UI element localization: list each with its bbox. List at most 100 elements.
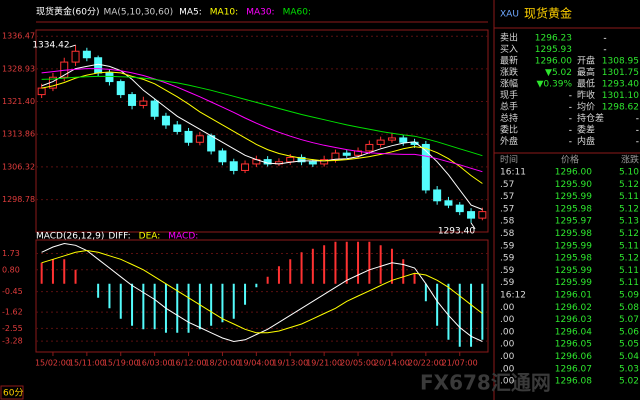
quote-cell: 最高: [577, 66, 595, 78]
trade-cell: 5.12: [619, 254, 639, 264]
candle-body: [297, 156, 306, 163]
trade-cell: .58: [500, 217, 515, 227]
quote-cell: -: [636, 137, 639, 147]
quote-cell: 持仓差: [577, 112, 604, 124]
quote-cell: 涨幅: [500, 78, 518, 90]
quote-cell: -: [569, 137, 572, 147]
legend-entry: MA30:: [246, 8, 274, 18]
candle-body: [467, 211, 476, 219]
trade-cell: .59: [500, 241, 515, 251]
trade-cell: .00: [500, 352, 515, 362]
line: [41, 68, 483, 173]
trade-cell: 1295.98: [555, 204, 592, 214]
trade-cell: 5.11: [619, 278, 639, 288]
trade-cell: 5.07: [619, 315, 639, 325]
quote-name: 现货黄金: [524, 6, 572, 21]
quote-cell: 买入: [500, 44, 518, 55]
trade-cell: 5.11: [619, 192, 639, 202]
trade-cell: 1295.90: [555, 180, 592, 190]
line: [41, 249, 483, 334]
quote-cell: 1293.40: [602, 80, 639, 90]
trades-header: 时间: [500, 154, 518, 166]
trade-cell: 1296.06: [555, 352, 592, 362]
trade-cell: 1296.08: [555, 377, 592, 387]
candle-body: [37, 87, 46, 96]
candle-body: [173, 124, 182, 132]
trade-cell: .00: [500, 327, 515, 337]
period-label: 60分: [3, 388, 23, 399]
legend-entry: MACD:: [168, 232, 198, 242]
trade-cell: 5.13: [619, 217, 639, 227]
quote-cell: 均价: [577, 101, 595, 113]
x-tick-label: 15/11:00: [69, 359, 105, 368]
x-tick-label: 19/21:00: [306, 359, 342, 368]
trade-cell: 5.12: [619, 229, 639, 239]
quote-cell: -: [603, 34, 606, 44]
candle-body: [342, 152, 351, 156]
candle-body: [184, 130, 193, 143]
chart-title: MACD(26,12,9): [36, 232, 104, 242]
macd-frame: [35, 239, 489, 353]
trade-cell: 1296.04: [555, 327, 592, 337]
candle-body: [105, 72, 114, 83]
x-tick-label: 21/07:00: [442, 359, 478, 368]
quote-cell: 开盘: [577, 55, 595, 67]
legend-entry: MA10:: [210, 8, 238, 18]
watermark: FX678汇通网: [420, 371, 551, 395]
candle-body: [421, 143, 430, 191]
candle-body: [94, 57, 103, 74]
quote-cell: -: [569, 103, 572, 113]
quote-cell: 最新: [500, 55, 518, 67]
trade-cell: .58: [500, 229, 515, 239]
chart-subtitle: MA(5,10,30,60): [103, 8, 173, 18]
candle-body: [320, 159, 329, 165]
candle-body: [478, 211, 487, 219]
quote-symbol: XAU: [500, 10, 519, 20]
candle-body: [433, 189, 442, 202]
trade-cell: 16:11: [500, 168, 526, 178]
chart-title: 现货黄金(60分): [36, 6, 99, 18]
max-label: 1334.42: [32, 41, 69, 51]
trade-cell: 16:12: [500, 291, 526, 301]
x-tick-label: 20/05:00: [340, 359, 376, 368]
x-tick-label: 18/20:00: [204, 359, 240, 368]
min-label: 1293.40: [438, 226, 475, 236]
trade-cell: 5.09: [619, 291, 639, 301]
trade-cell: 5.02: [619, 377, 639, 387]
trades-header: 涨跌: [621, 155, 639, 166]
line: [41, 71, 483, 184]
quote-cell: ▼5.02: [545, 68, 572, 78]
trade-cell: .57: [500, 204, 514, 214]
quote-cell: 1301.75: [602, 68, 639, 78]
candle-body: [139, 100, 148, 106]
y-tick-label: -3.28: [2, 337, 23, 346]
candle-body: [286, 156, 295, 163]
trade-cell: 5.06: [619, 327, 639, 337]
quote-cell: 内盘: [577, 135, 595, 147]
quote-cell: 总手: [500, 101, 518, 113]
x-tick-label: 15/02:00: [35, 359, 71, 368]
quote-cell: -: [636, 114, 639, 124]
candle-body: [365, 143, 374, 152]
trade-cell: 5.03: [619, 364, 639, 374]
x-tick-label: 16/03:00: [137, 359, 173, 368]
legend-entry: DEA:: [139, 232, 161, 242]
y-tick-label: 1321.40: [2, 97, 35, 106]
candle-body: [399, 137, 408, 143]
x-tick-label: 16/12:00: [171, 359, 207, 368]
quote-cell: 涨跌: [500, 67, 518, 78]
line: [41, 242, 483, 343]
trade-cell: .57: [500, 192, 514, 202]
trade-cell: 1296.00: [555, 168, 592, 178]
quote-cell: -: [569, 126, 572, 136]
quote-cell: 1295.93: [535, 45, 572, 55]
candle-body: [387, 137, 396, 141]
candle-body: [218, 150, 227, 163]
quote-cell: 总持: [500, 112, 518, 124]
line: [41, 63, 483, 210]
trade-cell: 1296.07: [555, 364, 592, 374]
y-tick-label: 1313.86: [2, 130, 35, 139]
candle-body: [195, 135, 204, 143]
y-tick-label: 0.80: [2, 265, 20, 274]
